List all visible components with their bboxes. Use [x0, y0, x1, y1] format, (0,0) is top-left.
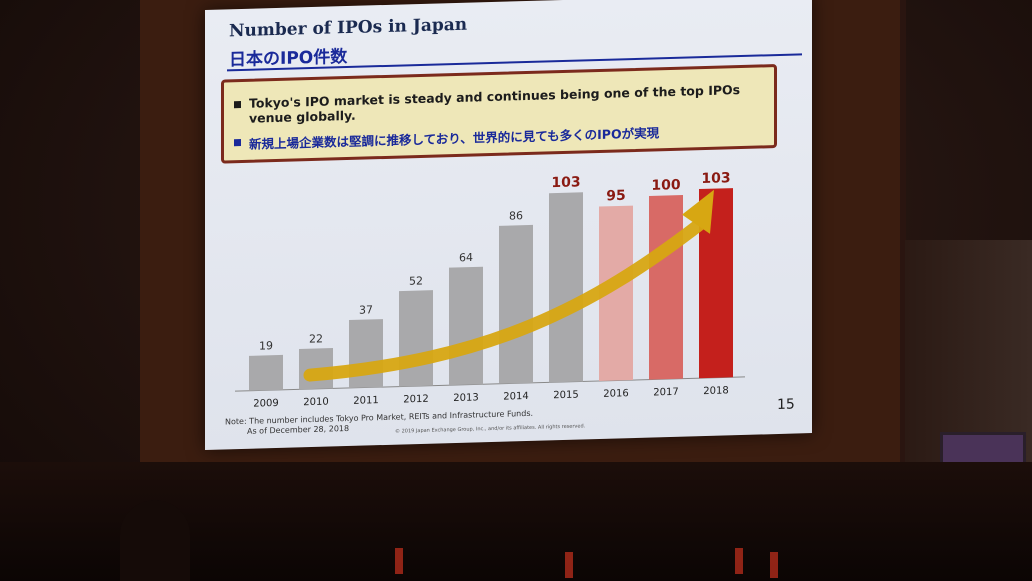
bullet-japanese-text: 新規上場企業数は堅調に推移しており、世界的に見ても多くのIPOが実現 — [249, 125, 660, 152]
audience-silhouette — [120, 500, 190, 581]
bar-2014 — [499, 224, 533, 384]
bar-value-label: 64 — [459, 251, 473, 264]
bar-2015 — [549, 192, 583, 383]
x-tick-label: 2013 — [453, 392, 478, 404]
bar-2009 — [249, 354, 283, 391]
growth-arrow-head-icon — [682, 189, 714, 234]
x-tick-label: 2015 — [553, 390, 578, 402]
page-number: 15 — [777, 396, 795, 414]
callout-box: Tokyo's IPO market is steady and continu… — [221, 64, 777, 164]
growth-arrow — [303, 217, 707, 382]
bar-2018 — [699, 188, 733, 379]
bullet-english-text: Tokyo's IPO market is steady and continu… — [249, 82, 741, 126]
bar-2016 — [599, 205, 633, 381]
bar-value-label: 22 — [309, 332, 323, 345]
x-tick-label: 2017 — [653, 387, 678, 399]
x-tick-label: 2011 — [353, 395, 378, 407]
chart-canvas: 19 2009 22 2010 37 2011 52 2012 64 2013 86 2014 103 2… — [235, 170, 745, 410]
x-tick-label: 2014 — [503, 391, 528, 403]
x-tick-label: 2016 — [603, 388, 628, 400]
bar-2017 — [649, 195, 683, 380]
bullet-square-icon — [234, 100, 241, 109]
bar-2012 — [399, 290, 433, 387]
flag — [565, 552, 573, 578]
x-tick-label: 2012 — [403, 394, 428, 406]
bar-value-label: 37 — [359, 303, 373, 316]
ipo-bar-chart: 19 2009 22 2010 37 2011 52 2012 64 2013 86 2014 103 2… — [225, 154, 785, 440]
presentation-slide: Number of IPOs in Japan 日本のIPO件数 Tokyo's… — [205, 0, 812, 451]
bar-2011 — [349, 319, 383, 388]
bar-value-label: 95 — [606, 188, 625, 205]
bar-value-label: 103 — [701, 170, 730, 187]
flag — [735, 548, 743, 574]
x-tick-label: 2009 — [253, 398, 278, 410]
bullet-square-icon — [234, 138, 241, 147]
slide-title-english: Number of IPOs in Japan — [229, 14, 468, 42]
bullet-english: Tokyo's IPO market is steady and continu… — [234, 82, 754, 127]
bar-value-label: 103 — [551, 174, 580, 191]
bar-value-label: 86 — [509, 209, 523, 222]
bar-value-label: 100 — [651, 177, 680, 194]
x-tick-label: 2018 — [703, 385, 728, 397]
x-tick-label: 2010 — [303, 397, 328, 409]
bullet-japanese: 新規上場企業数は堅調に推移しており、世界的に見ても多くのIPOが実現 — [234, 120, 754, 154]
bar-2013 — [449, 266, 483, 386]
bar-value-label: 19 — [259, 339, 273, 352]
bar-value-label: 52 — [409, 274, 423, 287]
flag — [770, 552, 778, 578]
flag — [395, 548, 403, 574]
